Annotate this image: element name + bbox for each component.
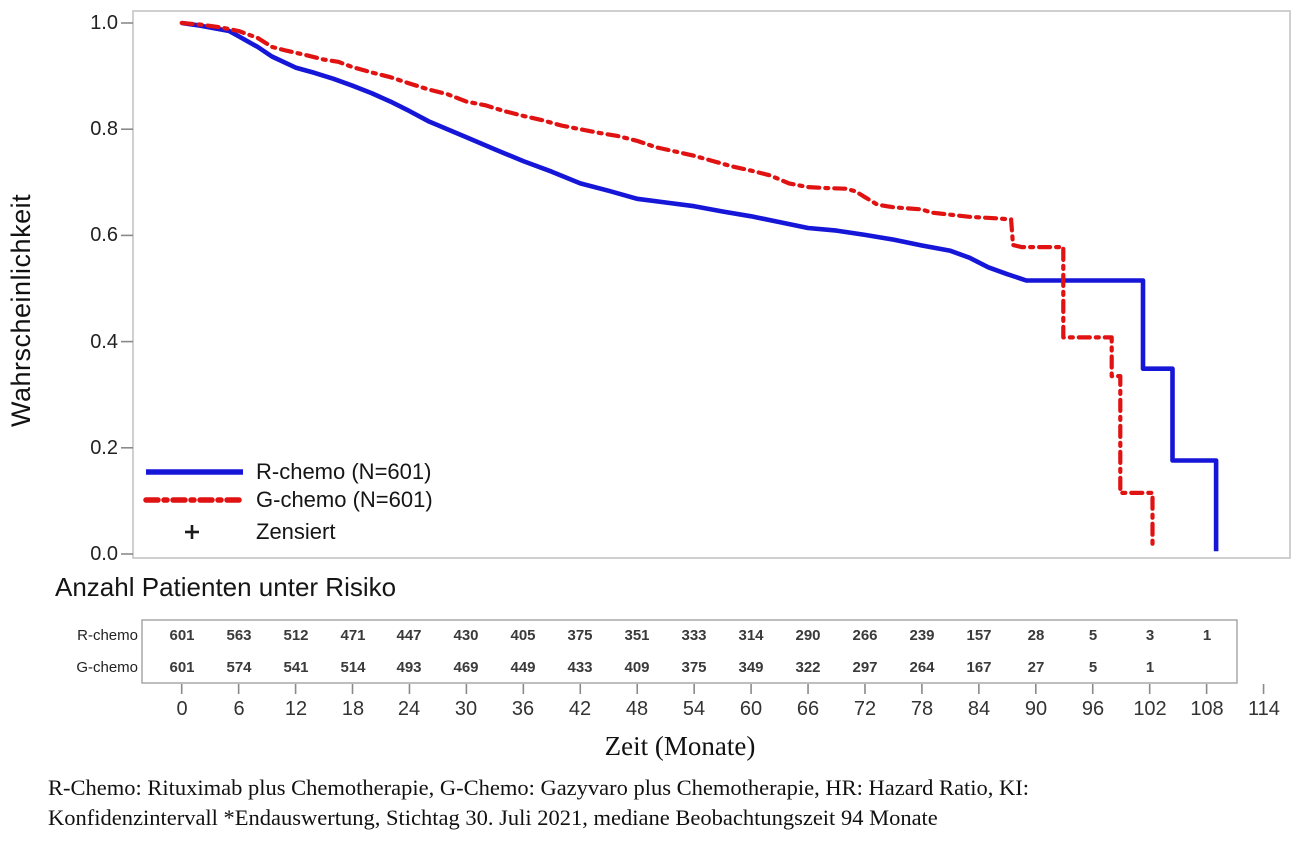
risk-row-label-r-chemo: R-chemo — [77, 627, 138, 644]
risk-value: 28 — [1027, 627, 1045, 644]
y-tick-label: 1.0 — [90, 12, 118, 34]
y-tick-label: 0.6 — [90, 224, 118, 246]
x-tick-label: 90 — [1024, 698, 1048, 720]
risk-value: 322 — [795, 659, 821, 676]
risk-value: 449 — [510, 659, 536, 676]
x-tick-label: 108 — [1190, 698, 1224, 720]
risk-value: 601 — [169, 627, 195, 644]
x-tick-label: 114 — [1248, 698, 1280, 720]
footnote-line-2: Konfidenzintervall *Endauswertung, Stich… — [48, 805, 938, 830]
risk-value: 447 — [396, 627, 422, 644]
risk-value: 5 — [1088, 627, 1098, 644]
risk-value: 167 — [966, 659, 992, 676]
risk-table-title: Anzahl Patienten unter Risiko — [55, 572, 397, 602]
risk-value: 3 — [1145, 627, 1155, 644]
y-tick-label: 0.4 — [90, 331, 118, 353]
risk-value: 27 — [1027, 659, 1045, 676]
x-tick-label: 30 — [454, 698, 478, 720]
x-axis-title: Zeit (Monate) — [604, 731, 756, 761]
risk-value: 469 — [453, 659, 479, 676]
risk-value: 430 — [453, 627, 479, 644]
risk-value: 433 — [567, 659, 593, 676]
risk-value: 471 — [340, 627, 366, 644]
risk-value: 375 — [681, 659, 707, 676]
x-tick-label: 66 — [796, 698, 820, 720]
x-tick-label: 6 — [233, 698, 245, 720]
risk-value: 157 — [966, 627, 992, 644]
risk-value: 514 — [340, 659, 366, 676]
x-tick-label: 18 — [341, 698, 365, 720]
risk-value: 290 — [795, 627, 821, 644]
x-tick-label: 42 — [568, 698, 592, 720]
risk-value: 1 — [1202, 627, 1212, 644]
risk-value: 297 — [852, 659, 878, 676]
risk-value: 314 — [738, 627, 764, 644]
y-tick-label: 0.8 — [90, 118, 118, 140]
x-tick-label: 84 — [967, 698, 991, 720]
x-tick-label: 36 — [511, 698, 535, 720]
risk-value: 333 — [681, 627, 707, 644]
x-tick-label: 78 — [910, 698, 934, 720]
risk-value: 264 — [909, 659, 935, 676]
risk-value: 563 — [226, 627, 252, 644]
x-tick-label: 102 — [1133, 698, 1167, 720]
risk-value: 239 — [909, 627, 935, 644]
y-axis-title: Wahrscheinlichkeit — [6, 193, 36, 427]
x-tick-label: 72 — [853, 698, 877, 720]
risk-value: 1 — [1145, 659, 1155, 676]
plot-frame — [132, 10, 1291, 559]
x-tick-label: 12 — [284, 698, 308, 720]
legend-item-g-chemo: G-chemo (N=601) — [256, 487, 433, 512]
risk-value: 574 — [226, 659, 252, 676]
footnote-line-1: R-Chemo: Rituximab plus Chemotherapie, G… — [48, 775, 1030, 800]
legend-item-r-chemo: R-chemo (N=601) — [256, 459, 432, 484]
x-tick-label: 48 — [625, 698, 649, 720]
risk-value: 512 — [283, 627, 309, 644]
risk-value: 409 — [624, 659, 650, 676]
risk-value: 266 — [852, 627, 878, 644]
risk-value: 349 — [738, 659, 764, 676]
risk-value: 351 — [624, 627, 650, 644]
risk-value: 405 — [510, 627, 536, 644]
risk-value: 541 — [283, 659, 309, 676]
risk-row-label-g-chemo: G-chemo — [76, 659, 138, 676]
x-tick-label: 54 — [682, 698, 706, 720]
x-tick-label: 24 — [397, 698, 421, 720]
risk-value: 601 — [169, 659, 195, 676]
y-tick-label: 0.2 — [90, 437, 118, 459]
risk-table-box — [141, 619, 1238, 684]
x-tick-label: 96 — [1081, 698, 1105, 720]
risk-value: 375 — [567, 627, 593, 644]
y-tick-label: 0.0 — [90, 543, 118, 565]
x-tick-label: 60 — [739, 698, 763, 720]
legend-item-censored: Zensiert — [256, 519, 336, 544]
risk-value: 493 — [396, 659, 422, 676]
g-chemo-curve — [179, 20, 1155, 551]
r-chemo-curve — [181, 20, 1219, 552]
risk-value: 5 — [1088, 659, 1098, 676]
x-tick-label: 0 — [176, 698, 188, 720]
